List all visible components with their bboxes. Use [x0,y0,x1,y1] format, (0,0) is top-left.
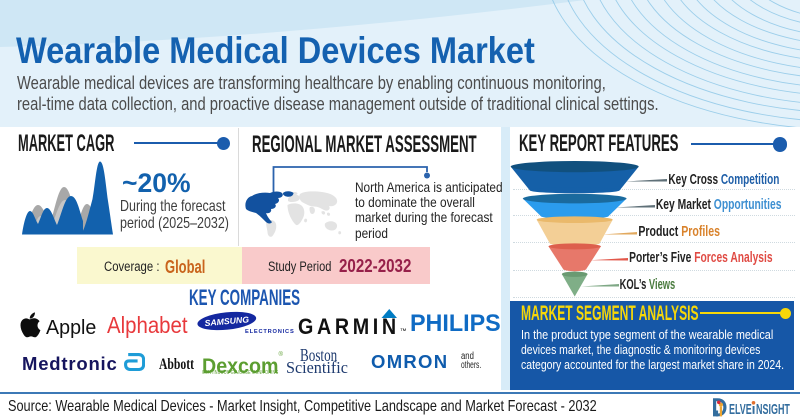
svg-text:ELVE: ELVE [729,401,752,418]
svg-text:NSIGHT: NSIGHT [756,401,790,418]
svg-text:SAMSUNG: SAMSUNG [204,314,250,328]
